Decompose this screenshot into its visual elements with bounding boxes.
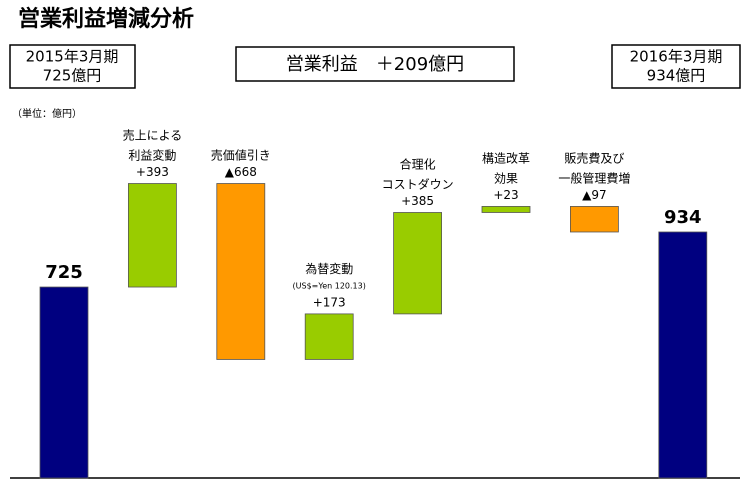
category-label: 売上による利益変動 xyxy=(123,127,183,162)
bar xyxy=(481,206,531,213)
category-label: 売価値引き xyxy=(211,147,271,162)
bar xyxy=(658,231,708,479)
chart-title: 営業利益増減分析 xyxy=(18,6,194,32)
bar xyxy=(304,313,354,360)
value-label: ▲97 xyxy=(582,188,607,202)
header-right: 2016年3月期 xyxy=(630,48,723,66)
bar xyxy=(393,212,443,315)
value-label: +173 xyxy=(313,295,346,309)
category-label: 合理化コストダウン xyxy=(382,156,454,191)
category-label: 構造改革効果 xyxy=(482,151,530,185)
unit-label: （単位：億円） xyxy=(12,107,82,120)
header-right: 934億円 xyxy=(647,67,706,85)
bar xyxy=(127,183,177,288)
value-label: +393 xyxy=(136,165,169,179)
note: (US$=Yen 120.13) xyxy=(293,281,366,290)
bar xyxy=(39,286,89,479)
category-label: 為替変動 xyxy=(305,260,353,275)
value-label: +385 xyxy=(401,194,434,208)
header-right-box xyxy=(611,44,741,89)
header-left-box xyxy=(9,44,136,89)
value-label: +23 xyxy=(493,188,518,202)
header-center-box xyxy=(235,46,515,82)
header-left: 2015年3月期 xyxy=(26,48,119,66)
value-label: 934 xyxy=(664,207,702,228)
header-center: 営業利益 ＋209億円 xyxy=(286,54,464,75)
bar xyxy=(570,206,619,233)
value-label: 725 xyxy=(45,262,83,283)
bar xyxy=(216,183,266,360)
header-left: 725億円 xyxy=(43,67,102,85)
category-label: 販売費及び一般管理費増 xyxy=(558,150,630,185)
value-label: ▲668 xyxy=(225,165,257,179)
